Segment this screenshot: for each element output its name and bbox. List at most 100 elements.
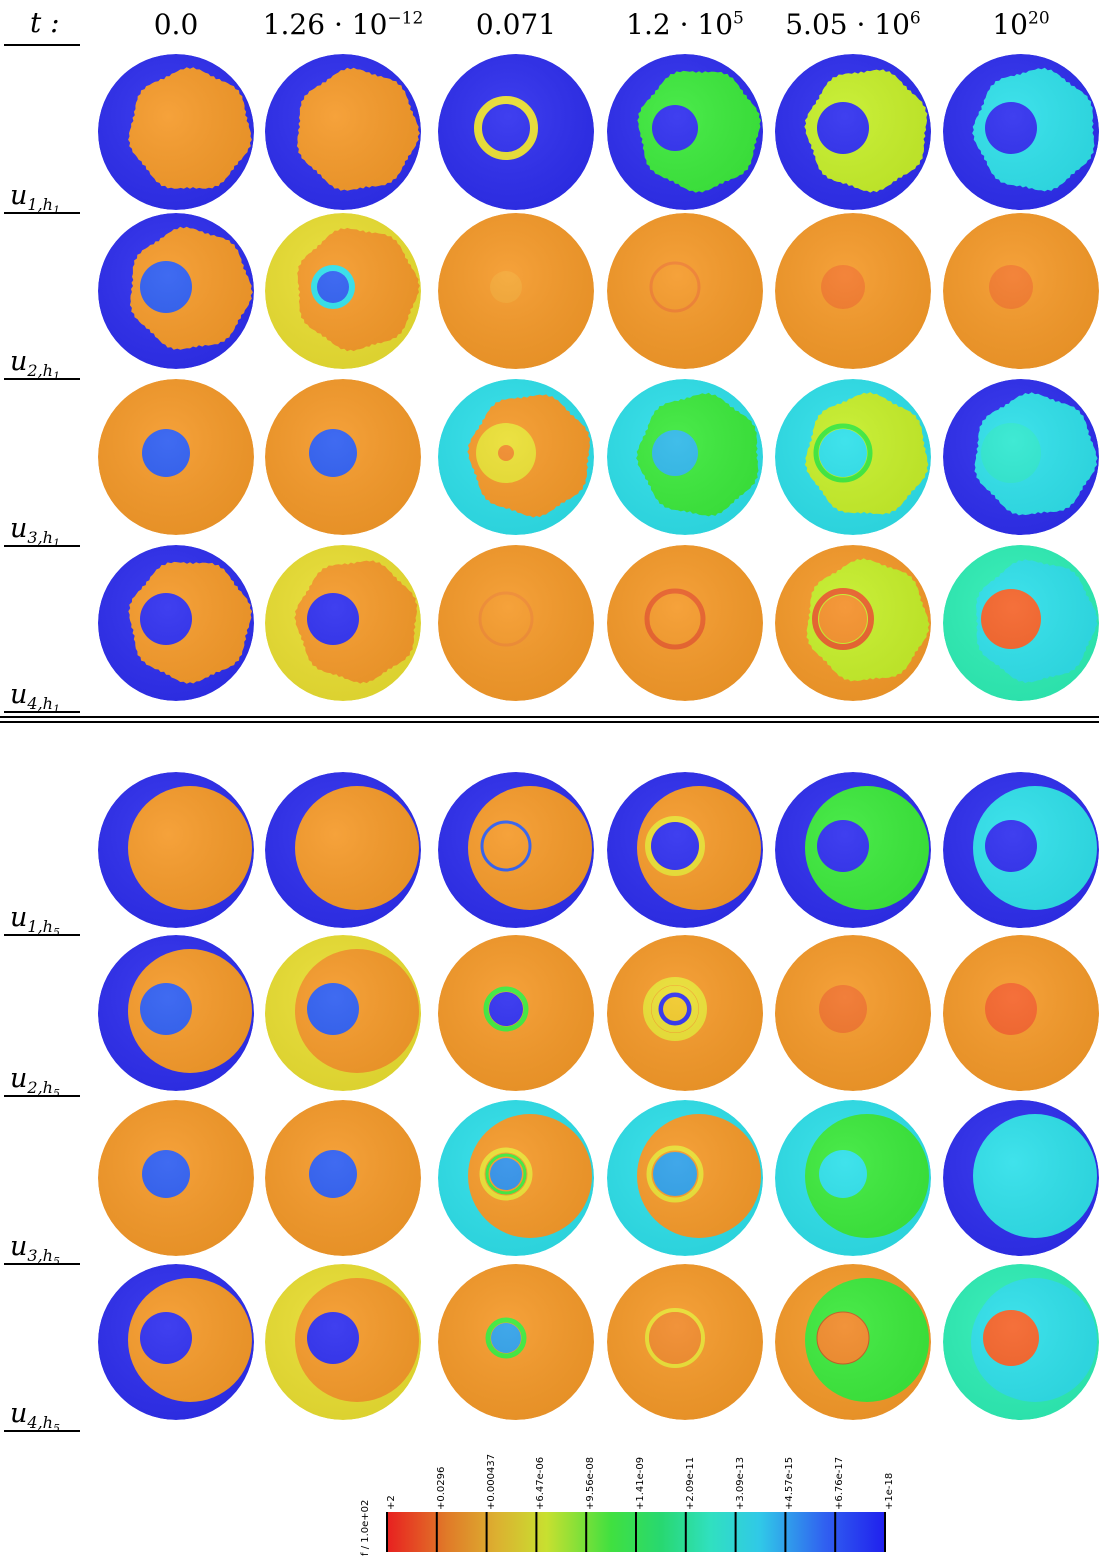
cell-r4-c3 bbox=[607, 772, 763, 928]
row-label-underline bbox=[4, 1430, 80, 1432]
separator-line-bottom bbox=[0, 721, 1099, 723]
cell-r7-c2 bbox=[438, 1264, 594, 1420]
simulation-grid bbox=[98, 54, 1099, 1420]
time-label-underline bbox=[4, 44, 80, 46]
cell-r0-c3 bbox=[607, 54, 763, 210]
cell-r3-c0 bbox=[98, 545, 254, 701]
cell-r1-c3 bbox=[607, 213, 763, 369]
row-label-underline bbox=[4, 934, 80, 936]
row-label-underline bbox=[4, 545, 80, 547]
cell-r1-c4 bbox=[775, 213, 931, 369]
cell-r1-c2 bbox=[438, 213, 594, 369]
row-label-underline bbox=[4, 711, 80, 713]
colorbar-tick-label: +0.0296 bbox=[435, 1466, 447, 1510]
row-label-subscript: 2,h1 bbox=[27, 361, 60, 383]
cell-r7-c5 bbox=[943, 1264, 1099, 1420]
row-label-4: u1,h5 bbox=[10, 902, 60, 940]
cell-r3-c2 bbox=[438, 545, 594, 701]
time-label-exponent: 5 bbox=[733, 8, 744, 29]
cell-r6-c5 bbox=[943, 1100, 1099, 1256]
row-label-subscript-index: 1 bbox=[53, 371, 60, 384]
time-label-0: 0.0 bbox=[91, 8, 261, 41]
cell-r6-c2 bbox=[438, 1100, 594, 1256]
row-label-subscript: 1,h5 bbox=[27, 917, 60, 939]
cell-r1-c1 bbox=[265, 213, 421, 369]
row-label-subscript: 4,h5 bbox=[27, 1413, 60, 1435]
cell-r5-c1 bbox=[265, 935, 421, 1091]
cell-r4-c5 bbox=[943, 772, 1099, 928]
row-label-1: u2,h1 bbox=[10, 346, 60, 384]
row-label-2: u3,h1 bbox=[10, 513, 60, 551]
row-label-6: u3,h5 bbox=[10, 1231, 60, 1269]
cell-r4-c2 bbox=[438, 772, 594, 928]
row-label-subscript-index: 5 bbox=[53, 1088, 60, 1101]
row-label-var: u bbox=[10, 902, 28, 933]
cell-r3-c5 bbox=[943, 545, 1099, 701]
row-label-subscript-index: 1 bbox=[53, 538, 60, 551]
cell-r3-c4 bbox=[775, 545, 931, 701]
colorbar-tick-label: +1e-18 bbox=[884, 1472, 895, 1510]
row-label-0: u1,h1 bbox=[10, 180, 60, 218]
row-label-subscript-main: 1,h bbox=[27, 195, 53, 215]
colorbar bbox=[386, 1512, 886, 1552]
row-label-var: u bbox=[10, 513, 28, 544]
colorbar-tick-label: +6.76e-17 bbox=[834, 1456, 846, 1510]
cell-r1-c0 bbox=[98, 213, 254, 369]
time-axis-label: t : bbox=[30, 6, 60, 39]
row-label-subscript: 3,h1 bbox=[27, 528, 60, 550]
row-label-var: u bbox=[10, 679, 28, 710]
colorbar-tick-label: +4.57e-15 bbox=[784, 1456, 796, 1510]
cell-r5-c2 bbox=[438, 935, 594, 1091]
time-label-2: 0.071 bbox=[431, 8, 601, 41]
row-label-underline bbox=[4, 378, 80, 380]
time-label-base: 1.2 · 10 bbox=[626, 8, 734, 41]
time-label-base: 5.05 · 10 bbox=[785, 8, 910, 41]
row-label-subscript-main: 3,h bbox=[27, 1246, 53, 1266]
cell-r5-c4 bbox=[775, 935, 931, 1091]
cell-r2-c4 bbox=[775, 379, 931, 535]
cell-r0-c5 bbox=[943, 54, 1099, 210]
time-label-base: 10 bbox=[992, 8, 1028, 41]
cell-r0-c1 bbox=[265, 54, 421, 210]
row-label-subscript-main: 1,h bbox=[27, 917, 53, 937]
time-label-exponent: 6 bbox=[909, 8, 921, 29]
row-label-5: u2,h5 bbox=[10, 1063, 60, 1101]
row-label-subscript-main: 2,h bbox=[27, 361, 53, 381]
colorbar-tick-label: +6.47e-06 bbox=[535, 1456, 547, 1510]
time-label-base: 0.071 bbox=[475, 8, 557, 41]
cell-r4-c0 bbox=[98, 772, 254, 928]
cell-r3-c1 bbox=[265, 545, 421, 701]
row-label-var: u bbox=[10, 1398, 28, 1429]
time-label-4: 5.05 · 106 bbox=[768, 8, 938, 41]
cell-r5-c3 bbox=[607, 935, 763, 1091]
cell-r0-c4 bbox=[775, 54, 931, 210]
row-label-subscript-main: 2,h bbox=[27, 1078, 53, 1098]
row-label-7: u4,h5 bbox=[10, 1398, 60, 1436]
cell-r0-c2 bbox=[438, 54, 594, 210]
row-label-var: u bbox=[10, 1063, 28, 1094]
time-label-1: 1.26 · 10−12 bbox=[258, 8, 428, 41]
time-label-3: 1.2 · 105 bbox=[600, 8, 770, 41]
cell-r2-c0 bbox=[98, 379, 254, 535]
colorbar-tick-label: +9.56e-08 bbox=[585, 1456, 597, 1510]
row-label-subscript: 3,h5 bbox=[27, 1246, 60, 1268]
cell-r4-c4 bbox=[775, 772, 931, 928]
time-label-5: 1020 bbox=[936, 8, 1099, 41]
row-label-subscript: 2,h5 bbox=[27, 1078, 60, 1100]
row-label-subscript-main: 4,h bbox=[27, 694, 53, 714]
time-label-exponent: 20 bbox=[1028, 8, 1050, 29]
cell-r7-c1 bbox=[265, 1264, 421, 1420]
row-label-subscript-main: 3,h bbox=[27, 528, 53, 548]
row-label-var: u bbox=[10, 180, 28, 211]
row-label-subscript-index: 1 bbox=[53, 205, 60, 218]
row-label-3: u4,h1 bbox=[10, 679, 60, 717]
row-label-subscript-index: 5 bbox=[53, 927, 60, 940]
row-label-var: u bbox=[10, 346, 28, 377]
row-label-underline bbox=[4, 1263, 80, 1265]
cell-r2-c3 bbox=[607, 379, 763, 535]
time-label-base: 1.26 · 10 bbox=[262, 8, 388, 41]
cell-r7-c4 bbox=[775, 1264, 931, 1420]
row-label-subscript: 1,h1 bbox=[27, 195, 60, 217]
row-label-subscript-index: 5 bbox=[53, 1256, 60, 1269]
